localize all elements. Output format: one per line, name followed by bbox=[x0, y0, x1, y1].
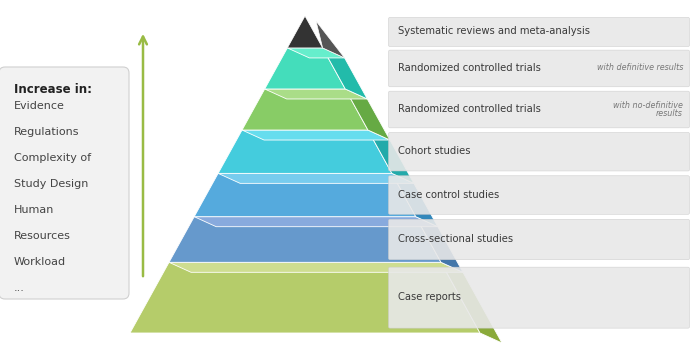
Polygon shape bbox=[345, 89, 390, 140]
Text: Increase in:: Increase in: bbox=[14, 83, 92, 96]
Text: results: results bbox=[656, 109, 683, 118]
FancyBboxPatch shape bbox=[388, 176, 689, 214]
Polygon shape bbox=[218, 173, 414, 183]
Text: with no-definitive: with no-definitive bbox=[613, 101, 683, 110]
Text: with definitive results: with definitive results bbox=[597, 64, 683, 73]
FancyBboxPatch shape bbox=[388, 267, 689, 328]
FancyBboxPatch shape bbox=[388, 132, 689, 171]
Text: ...: ... bbox=[14, 283, 25, 293]
Text: Case reports: Case reports bbox=[398, 292, 461, 302]
Text: Randomized controlled trials: Randomized controlled trials bbox=[398, 63, 541, 73]
Text: Systematic reviews and meta-analysis: Systematic reviews and meta-analysis bbox=[398, 26, 590, 36]
Polygon shape bbox=[441, 262, 502, 343]
Polygon shape bbox=[392, 173, 438, 227]
Text: Workload: Workload bbox=[14, 257, 66, 267]
FancyBboxPatch shape bbox=[388, 17, 689, 47]
Polygon shape bbox=[194, 217, 438, 227]
Polygon shape bbox=[169, 217, 441, 262]
FancyBboxPatch shape bbox=[388, 91, 689, 128]
Polygon shape bbox=[322, 48, 367, 99]
Polygon shape bbox=[368, 130, 414, 183]
Polygon shape bbox=[130, 262, 480, 333]
Text: Randomized controlled trials: Randomized controlled trials bbox=[398, 104, 541, 114]
Polygon shape bbox=[194, 173, 416, 217]
FancyBboxPatch shape bbox=[388, 50, 689, 87]
Polygon shape bbox=[265, 48, 345, 89]
Text: Regulations: Regulations bbox=[14, 127, 80, 137]
Polygon shape bbox=[242, 89, 368, 130]
Polygon shape bbox=[316, 21, 345, 58]
Text: Study Design: Study Design bbox=[14, 179, 89, 189]
Polygon shape bbox=[169, 262, 463, 272]
Text: Cross-sectional studies: Cross-sectional studies bbox=[398, 234, 513, 244]
Text: Human: Human bbox=[14, 205, 55, 215]
Text: Case control studies: Case control studies bbox=[398, 190, 499, 200]
Polygon shape bbox=[242, 130, 390, 140]
Text: Cohort studies: Cohort studies bbox=[398, 146, 471, 156]
Text: Evidence: Evidence bbox=[14, 101, 65, 111]
Text: Resources: Resources bbox=[14, 231, 71, 241]
FancyBboxPatch shape bbox=[388, 219, 689, 260]
Text: Complexity of: Complexity of bbox=[14, 153, 91, 163]
Polygon shape bbox=[416, 217, 463, 272]
Polygon shape bbox=[287, 48, 345, 58]
Polygon shape bbox=[287, 16, 322, 48]
Polygon shape bbox=[265, 89, 367, 99]
Polygon shape bbox=[218, 130, 392, 173]
FancyBboxPatch shape bbox=[0, 67, 129, 299]
